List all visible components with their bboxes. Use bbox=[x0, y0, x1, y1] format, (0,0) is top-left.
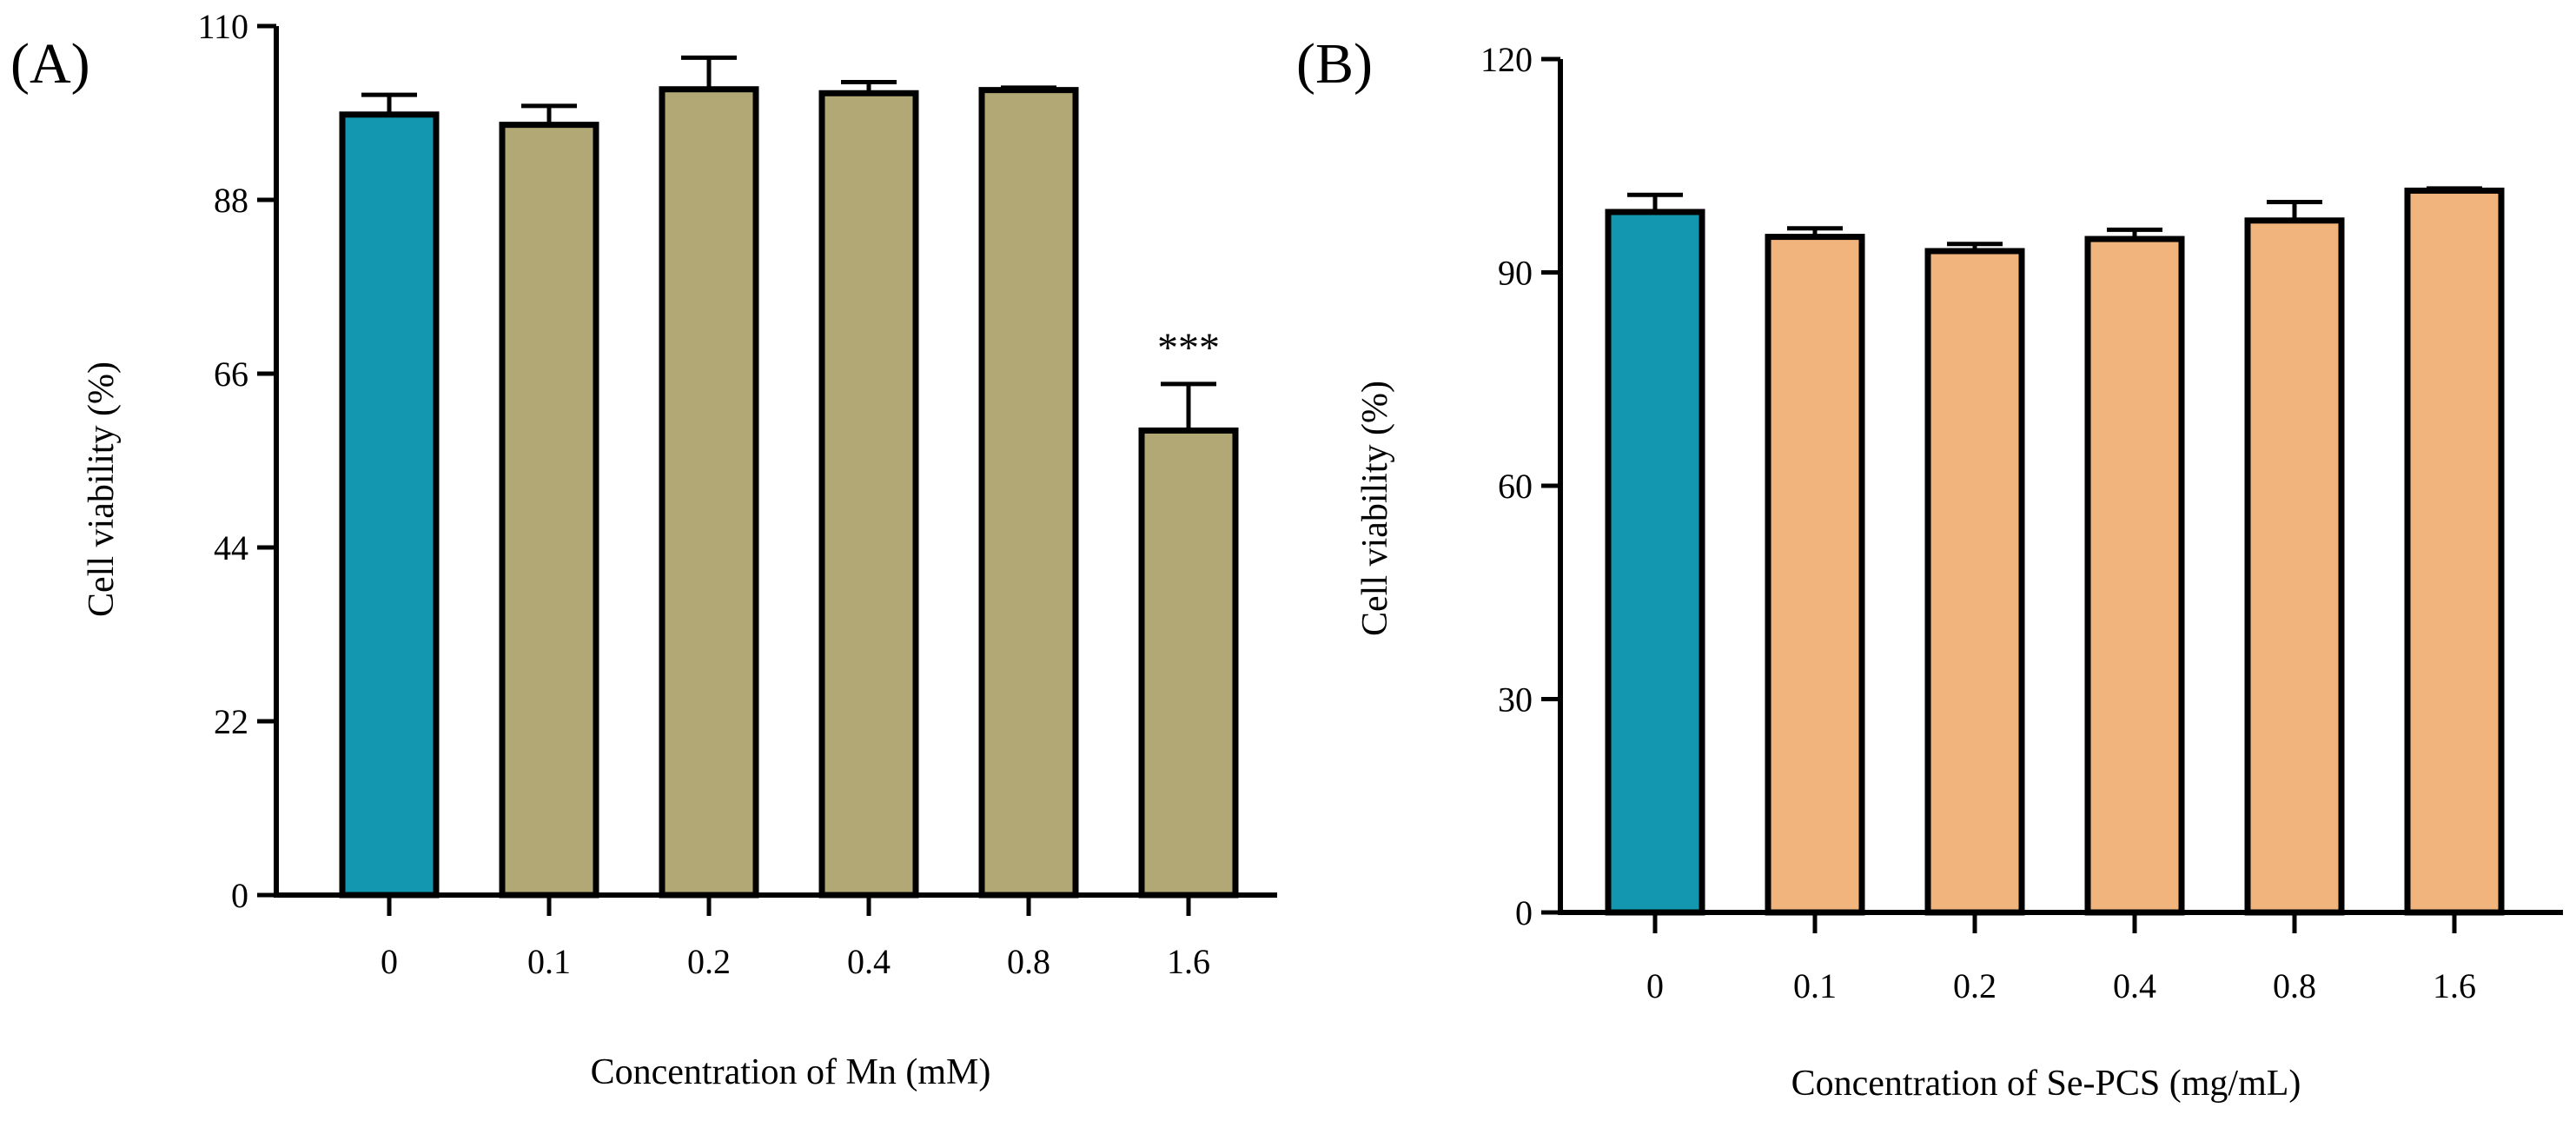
panel-a-bar-chart: (A) Cell viability (%) Concentration of … bbox=[10, 7, 1277, 1092]
panel-b-x-tick-label: 1.6 bbox=[2433, 966, 2476, 1005]
panel-b-bar bbox=[2404, 187, 2505, 916]
panel-b-x-tick-label: 0.4 bbox=[2113, 966, 2156, 1005]
panel-b-y-tick-label: 90 bbox=[1498, 254, 1533, 293]
panel-b-x-tick-label: 0 bbox=[1646, 966, 1664, 1005]
panel-b-bar bbox=[1924, 248, 2025, 916]
panel-a-y-tick-label: 88 bbox=[214, 181, 248, 220]
panel-b-y-tick-label: 60 bbox=[1498, 467, 1533, 506]
panel-a-x-tick-label: 1.6 bbox=[1167, 942, 1210, 981]
panel-a-bar bbox=[978, 87, 1079, 899]
panel-b-bar bbox=[1765, 234, 1865, 916]
panel-b-y-tick-label: 0 bbox=[1515, 893, 1533, 932]
panel-a-y-tick-label: 110 bbox=[197, 7, 248, 46]
panel-b-x-axis-title: Concentration of Se-PCS (mg/mL) bbox=[1791, 1064, 2301, 1104]
panel-b-bar-chart: (B) Cell viability (%) Concentration of … bbox=[1296, 32, 2563, 1104]
panel-a-y-tick-label: 66 bbox=[214, 355, 248, 394]
panel-b-y-tick-label: 30 bbox=[1498, 680, 1533, 720]
panel-b-x-tick-label: 0.1 bbox=[1793, 966, 1837, 1005]
panel-a-bar bbox=[659, 86, 759, 899]
panel-b-label: (B) bbox=[1296, 32, 1373, 96]
panel-a-x-tick-label: 0 bbox=[381, 942, 398, 981]
panel-a-x-tick-label: 0.8 bbox=[1007, 942, 1050, 981]
panel-a-x-axis-title: Concentration of Mn (mM) bbox=[591, 1052, 991, 1092]
panel-a-x-tick-label: 0.1 bbox=[527, 942, 571, 981]
panel-a-bar bbox=[818, 90, 919, 899]
panel-b-x-tick-label: 0.2 bbox=[1953, 966, 1997, 1005]
panel-a-x-tick-label: 0.4 bbox=[847, 942, 891, 981]
panel-b-bar bbox=[1605, 209, 1705, 916]
panel-a-bar bbox=[1138, 427, 1239, 899]
panel-a-y-tick-label: 22 bbox=[214, 702, 248, 741]
panel-a-y-axis-title: Cell viability (%) bbox=[82, 362, 122, 617]
panel-a-label: (A) bbox=[10, 32, 90, 96]
panel-a-y-tick-label: 0 bbox=[231, 876, 248, 915]
panel-b-y-axis-title: Cell viability (%) bbox=[1355, 381, 1395, 636]
panel-a-bar bbox=[339, 111, 440, 899]
panel-a-bar bbox=[499, 122, 599, 899]
panel-a-significance-label: *** bbox=[1157, 325, 1220, 371]
panel-a-y-tick-label: 44 bbox=[214, 528, 248, 567]
panel-b-x-tick-label: 0.8 bbox=[2273, 966, 2316, 1005]
panel-a-x-tick-label: 0.2 bbox=[687, 942, 731, 981]
panel-b-y-tick-label: 120 bbox=[1480, 40, 1533, 79]
panel-b-bar bbox=[2084, 235, 2185, 916]
panel-b-bar bbox=[2244, 217, 2345, 916]
